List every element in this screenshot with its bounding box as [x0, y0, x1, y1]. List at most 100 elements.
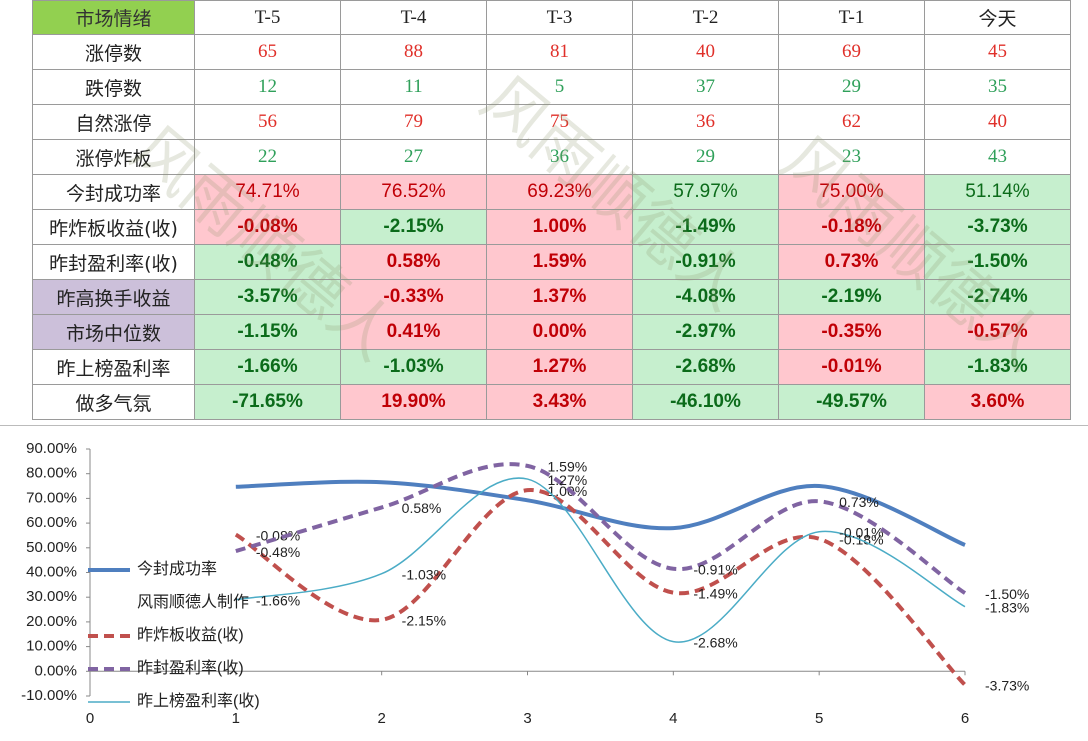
value-cell: 19.90% [341, 385, 487, 420]
x-tick-label: 0 [86, 710, 94, 727]
row-label: 昨炸板收益(收) [32, 210, 195, 245]
data-label: -0.48% [256, 544, 300, 560]
data-label: -2.68% [693, 634, 737, 650]
value-cell: 37 [633, 70, 779, 105]
value-cell: -2.15% [341, 210, 487, 245]
value-cell: -2.19% [779, 280, 925, 315]
data-label: -1.66% [256, 592, 300, 608]
x-tick-label: 3 [523, 710, 531, 727]
value-cell: 11 [341, 70, 487, 105]
value-cell: 1.59% [487, 245, 633, 280]
data-label: -0.08% [256, 527, 300, 543]
header-title: 市场情绪 [32, 0, 195, 35]
y-tick-label: 30.00% [26, 588, 77, 605]
x-tick-label: 5 [815, 710, 823, 727]
legend-label: 今封成功率 [137, 560, 217, 578]
value-cell: -2.68% [633, 350, 779, 385]
value-cell: 51.14% [925, 175, 1071, 210]
value-cell: -0.91% [633, 245, 779, 280]
value-cell: 45 [925, 35, 1071, 70]
value-cell: 74.71% [195, 175, 341, 210]
value-cell: 56 [195, 105, 341, 140]
value-cell: -1.50% [925, 245, 1071, 280]
data-label: 0.58% [402, 500, 442, 516]
data-label: 1.59% [548, 459, 588, 475]
value-cell: -46.10% [633, 385, 779, 420]
value-cell: 23 [779, 140, 925, 175]
value-cell: 76.52% [341, 175, 487, 210]
row-label: 昨上榜盈利率 [32, 350, 195, 385]
value-cell: 5 [487, 70, 633, 105]
column-header: T-3 [487, 0, 633, 35]
value-cell: -49.57% [779, 385, 925, 420]
value-cell: -0.48% [195, 245, 341, 280]
value-cell: 65 [195, 35, 341, 70]
value-cell: -1.83% [925, 350, 1071, 385]
data-label: -1.49% [693, 585, 737, 601]
y-tick-label: 70.00% [26, 489, 77, 506]
y-tick-label: 20.00% [26, 613, 77, 630]
series-line [235, 479, 966, 547]
value-cell: 35 [925, 70, 1071, 105]
value-cell: 1.00% [487, 210, 633, 245]
data-label: -0.01% [839, 524, 883, 540]
row-label: 跌停数 [32, 70, 195, 105]
data-label: -1.83% [985, 599, 1029, 615]
value-cell: 75 [487, 105, 633, 140]
data-label: 1.27% [548, 472, 588, 488]
series-line [235, 462, 967, 595]
x-tick-label: 6 [961, 710, 969, 727]
column-header: T-5 [195, 0, 341, 35]
row-label: 今封成功率 [32, 175, 195, 210]
chart: -10.00% 0.00% 10.00% 20.00% 30.00% 40.00% 50.0… [0, 425, 1088, 727]
value-cell: 40 [925, 105, 1071, 140]
series-line [234, 488, 967, 687]
y-tick-label: 80.00% [26, 465, 77, 482]
value-cell: -71.65% [195, 385, 341, 420]
y-tick-label: 40.00% [26, 563, 77, 580]
data-label: -3.73% [985, 678, 1029, 694]
value-cell: 57.97% [633, 175, 779, 210]
y-tick-label: 0.00% [34, 662, 77, 679]
value-cell: 1.27% [487, 350, 633, 385]
column-header: 今天 [925, 0, 1071, 35]
value-cell: -0.57% [925, 315, 1071, 350]
value-cell: 69.23% [487, 175, 633, 210]
y-tick-label: 90.00% [26, 440, 77, 457]
column-header: T-4 [341, 0, 487, 35]
legend-label: 昨封盈利率(收) [137, 659, 244, 677]
value-cell: -3.57% [195, 280, 341, 315]
column-header: T-2 [633, 0, 779, 35]
value-cell: 3.43% [487, 385, 633, 420]
row-label: 涨停数 [32, 35, 195, 70]
row-label: 市场中位数 [32, 315, 195, 350]
y-tick-label: 10.00% [26, 638, 77, 655]
value-cell: -2.97% [633, 315, 779, 350]
value-cell: 0.58% [341, 245, 487, 280]
data-label: -1.03% [402, 566, 446, 582]
value-cell: 36 [633, 105, 779, 140]
value-cell: 1.37% [487, 280, 633, 315]
value-cell: 36 [487, 140, 633, 175]
value-cell: 79 [341, 105, 487, 140]
value-cell: 27 [341, 140, 487, 175]
value-cell: 69 [779, 35, 925, 70]
y-tick-label: 50.00% [26, 539, 77, 556]
value-cell: 29 [633, 140, 779, 175]
value-cell: -0.01% [779, 350, 925, 385]
data-label: -0.91% [693, 561, 737, 577]
value-cell: 0.41% [341, 315, 487, 350]
value-cell: 40 [633, 35, 779, 70]
x-tick-label: 4 [669, 710, 677, 727]
series-line [235, 477, 966, 643]
value-cell: -0.33% [341, 280, 487, 315]
value-cell: -3.73% [925, 210, 1071, 245]
legend-label: 昨炸板收益(收) [137, 626, 244, 644]
legend-note: 风雨顺德人制作 [137, 593, 249, 611]
row-label: 昨封盈利率(收) [32, 245, 195, 280]
value-cell: 3.60% [925, 385, 1071, 420]
value-cell: 43 [925, 140, 1071, 175]
row-label: 自然涨停 [32, 105, 195, 140]
data-label: 1.00% [548, 483, 588, 499]
legend-label: 昨上榜盈利率(收) [137, 692, 260, 710]
